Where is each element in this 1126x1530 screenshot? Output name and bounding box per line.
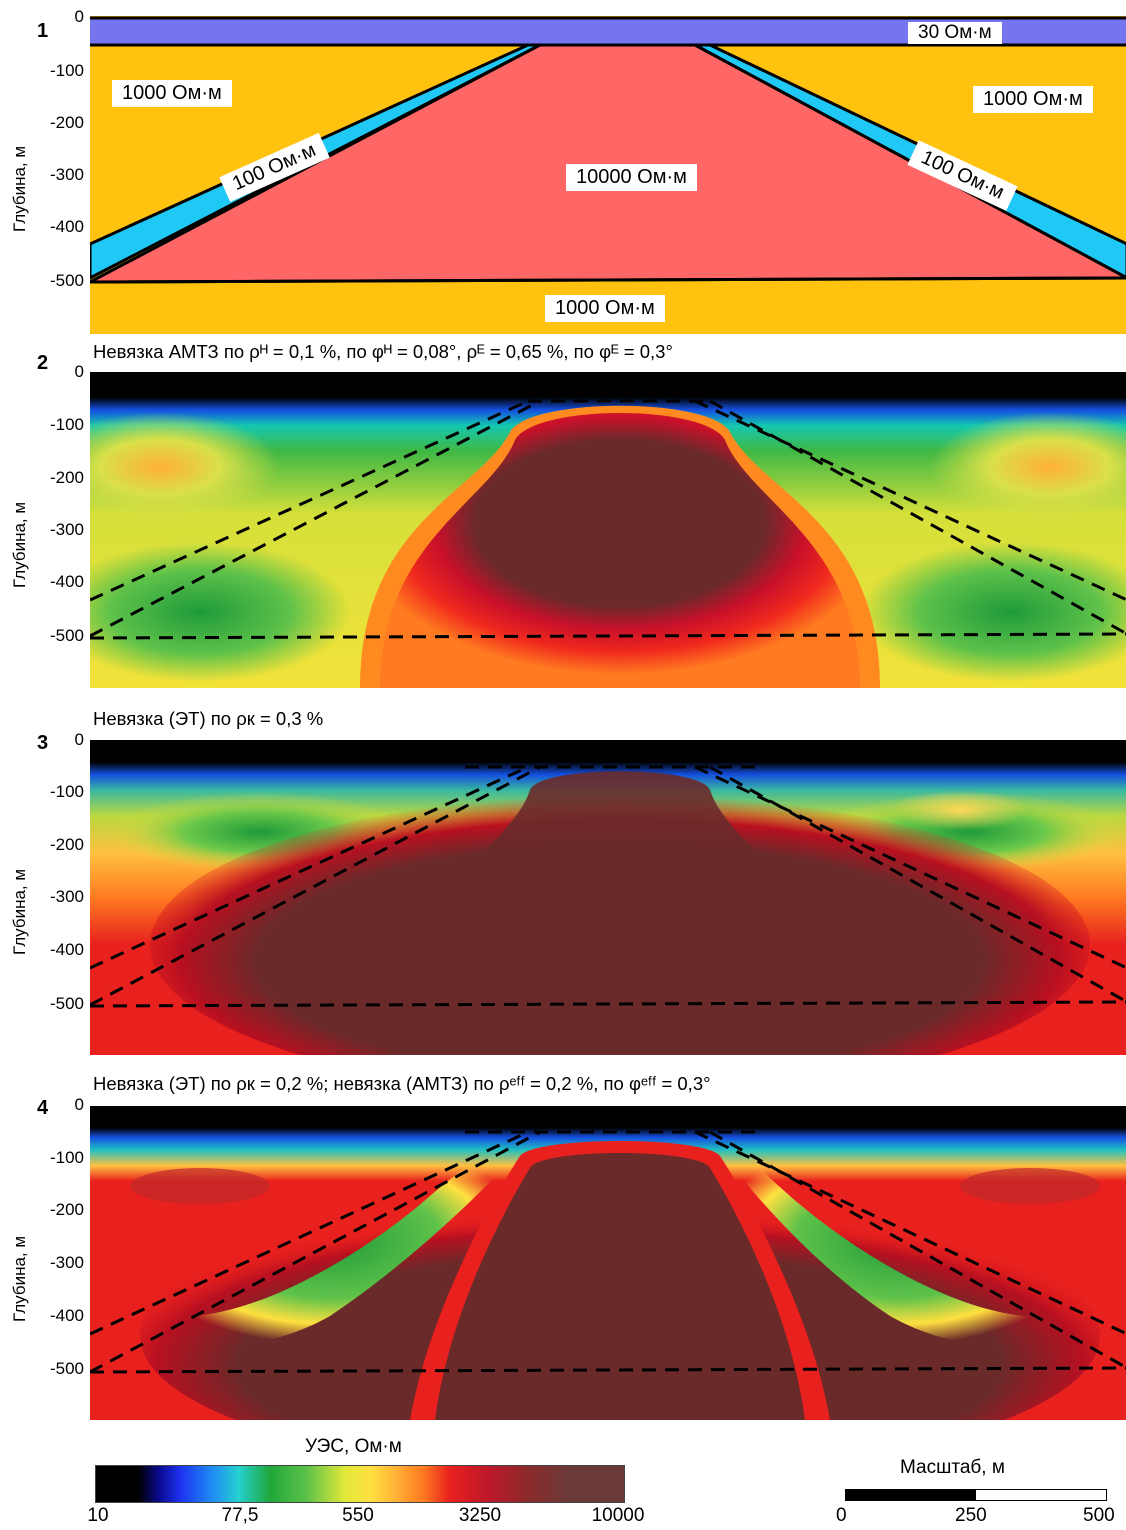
panel-2-caption: Невязка АМТЗ по ρᴴ = 0,1 %, по φᴴ = 0,08… <box>93 341 673 362</box>
inversion-section-3 <box>90 740 1126 1055</box>
panel-3-ylabel: Глубина, м <box>10 868 29 955</box>
inversion-section-2 <box>90 372 1126 688</box>
label-body: 10000 Ом·м <box>566 164 697 191</box>
scalebar-tick-500: 500 <box>1083 1505 1115 1526</box>
panel-1-ytick-400: -400 <box>49 217 84 236</box>
colorbar-tick-10000: 10000 <box>591 1505 645 1526</box>
scalebar-title: Масштаб, м <box>900 1457 1005 1478</box>
panel-1-ytick-100: -100 <box>49 61 84 80</box>
panel-4-caption: Невязка (ЭТ) по ρк = 0,2 %; невязка (АМТ… <box>93 1073 711 1094</box>
panel-3-ytick-500: -500 <box>49 994 84 1013</box>
scalebar-tick-250: 250 <box>955 1505 987 1526</box>
colorbar-tick-77: 77,5 <box>221 1505 259 1526</box>
panel-4-ytick-400: -400 <box>49 1306 84 1325</box>
panel-3-caption: Невязка (ЭТ) по ρк = 0,3 % <box>93 708 324 729</box>
label-base: 1000 Ом·м <box>545 295 665 322</box>
panel-4-ytick-300: -300 <box>49 1253 84 1272</box>
panel-2-ytick-400: -400 <box>49 572 84 591</box>
panel-4-ytick-200: -200 <box>49 1200 84 1219</box>
panel-3-ytick-300: -300 <box>49 887 84 906</box>
panel-3-ytick-200: -200 <box>49 835 84 854</box>
colorbar <box>95 1465 625 1503</box>
panel-3-ytick-100: -100 <box>49 782 84 801</box>
panel-1-ytick-0: 0 <box>74 7 84 26</box>
label-host-left: 1000 Ом·м <box>112 80 232 107</box>
panel-3-number: 3 <box>37 732 49 754</box>
panel-3-ytick-400: -400 <box>49 940 84 959</box>
panel-2-inversion <box>90 372 1126 688</box>
panel-4-ylabel: Глубина, м <box>10 1235 29 1322</box>
label-host-right: 1000 Ом·м <box>973 86 1093 113</box>
panel-4-ytick-500: -500 <box>49 1359 84 1378</box>
panel-2-ytick-200: -200 <box>49 468 84 487</box>
panel-3-inversion <box>90 740 1126 1055</box>
colorbar-title: УЭС, Ом·м <box>305 1436 402 1457</box>
panel-2-number: 2 <box>37 352 49 374</box>
panel-1-model: 30 Ом·м 1000 Ом·м 1000 Ом·м 100 Ом·м 100… <box>90 16 1126 334</box>
panel-1-ytick-500: -500 <box>49 271 84 290</box>
panel-4-ytick-0: 0 <box>74 1095 84 1114</box>
colorbar-tick-10: 10 <box>87 1505 109 1526</box>
scalebar-tick-0: 0 <box>836 1505 847 1526</box>
colorbar-tick-550: 550 <box>342 1505 374 1526</box>
panel-4-inversion <box>90 1106 1126 1420</box>
panel-1-ytick-200: -200 <box>49 113 84 132</box>
inversion-section-4 <box>90 1106 1126 1420</box>
panel-1-ytick-300: -300 <box>49 165 84 184</box>
panel-2-ytick-100: -100 <box>49 415 84 434</box>
panel-2-ytick-500: -500 <box>49 626 84 645</box>
panel-1-ylabel: Глубина, м <box>10 145 29 232</box>
model-section <box>90 16 1126 334</box>
panel-2-ylabel: Глубина, м <box>10 501 29 588</box>
panel-4-number: 4 <box>37 1097 49 1119</box>
panel-1-number: 1 <box>37 20 49 42</box>
scalebar-white-segment <box>975 1489 1107 1501</box>
panel-2-ytick-0: 0 <box>74 362 84 381</box>
label-top-layer: 30 Ом·м <box>908 22 1002 44</box>
panel-4-ytick-100: -100 <box>49 1148 84 1167</box>
scalebar-black-segment <box>845 1489 975 1501</box>
resistive-body <box>90 43 1126 284</box>
panel-2-ytick-300: -300 <box>49 520 84 539</box>
colorbar-tick-3250: 3250 <box>458 1505 502 1526</box>
panel-3-ytick-0: 0 <box>74 730 84 749</box>
